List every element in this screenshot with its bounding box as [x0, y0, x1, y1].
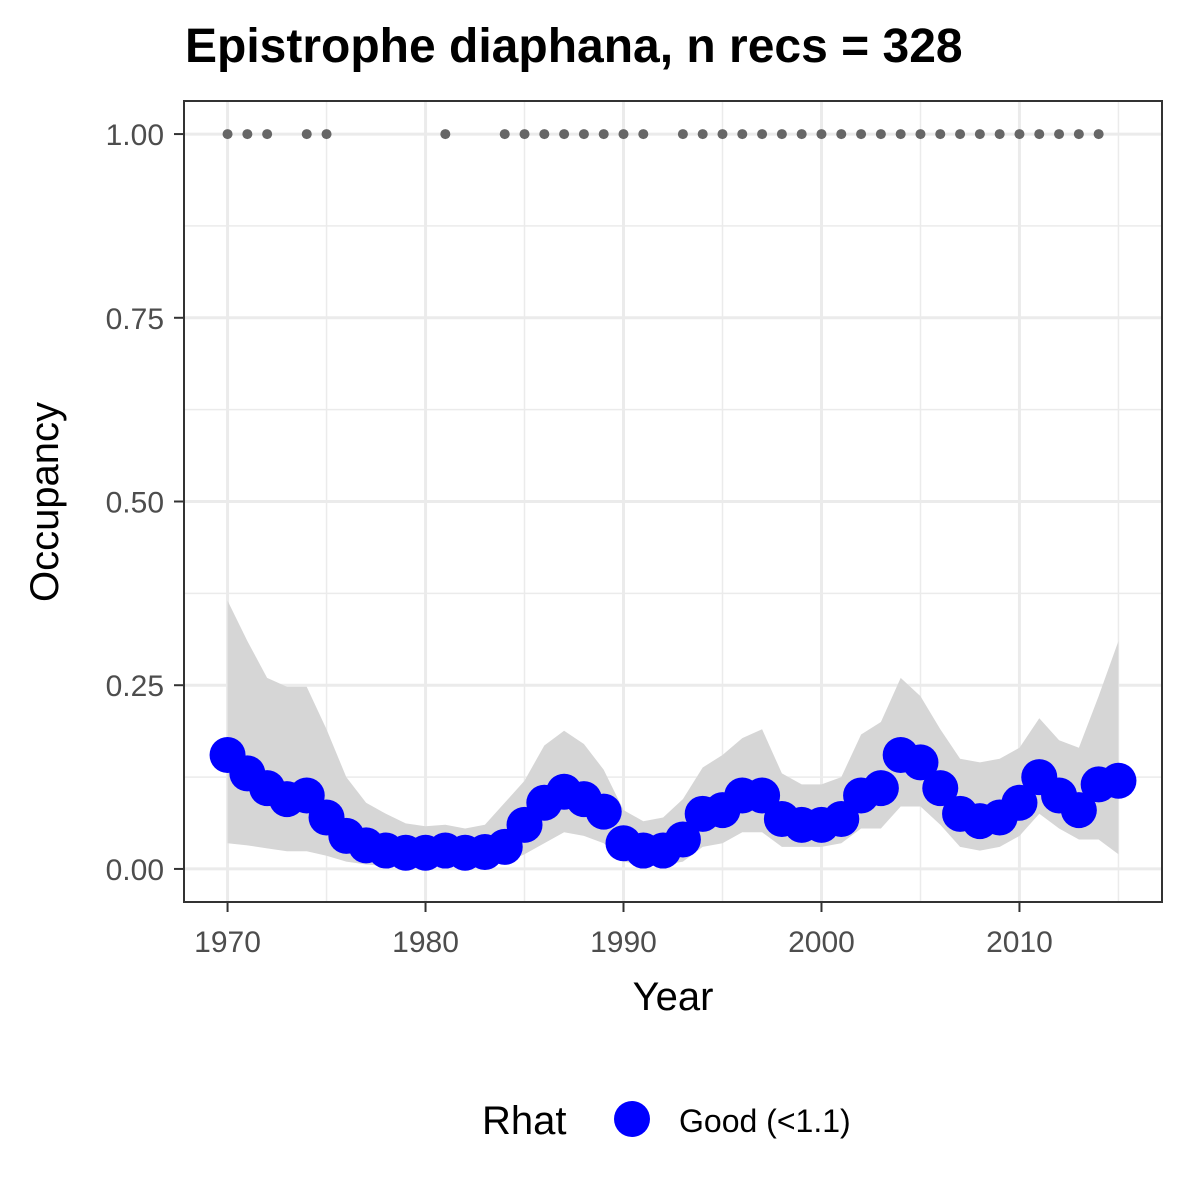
legend: Rhat Good (<1.1): [482, 1099, 851, 1143]
legend-key-good: [614, 1101, 650, 1137]
record-point: [1014, 129, 1025, 140]
record-point: [677, 129, 688, 140]
record-point: [1073, 129, 1084, 140]
record-point: [796, 129, 807, 140]
occupancy-points: [209, 737, 1137, 871]
record-point: [757, 129, 768, 140]
x-tick-label: 1990: [590, 926, 657, 959]
occupancy-point: [1100, 762, 1137, 799]
record-point: [519, 129, 530, 140]
record-point: [994, 129, 1005, 140]
record-point: [717, 129, 728, 140]
record-point: [578, 129, 589, 140]
record-point: [262, 129, 273, 140]
record-point: [618, 129, 629, 140]
record-point: [836, 129, 847, 140]
record-point: [499, 129, 510, 140]
record-point: [222, 129, 233, 140]
y-tick-label: 0.50: [106, 487, 164, 520]
record-point: [321, 129, 332, 140]
record-point: [1054, 129, 1065, 140]
occupancy-point: [922, 770, 959, 807]
occupancy-point: [862, 770, 899, 807]
record-point: [301, 129, 312, 140]
record-point: [974, 129, 985, 140]
record-point: [242, 129, 253, 140]
record-point: [935, 129, 946, 140]
axes: 1970 1980 1990 2000 2010 0.00 0.25 0.50 0.75 1.00: [106, 119, 1053, 959]
y-tick-label: 0.75: [106, 303, 164, 336]
occupancy-point: [902, 744, 939, 781]
y-tick-label: 0.25: [106, 670, 164, 703]
record-point: [955, 129, 966, 140]
record-point: [638, 129, 649, 140]
occupancy-point: [744, 777, 781, 814]
record-point: [776, 129, 787, 140]
record-point: [895, 129, 906, 140]
chart-title: Epistrophe diaphana, n recs = 328: [185, 20, 963, 73]
record-point: [697, 129, 708, 140]
occupancy-point: [1060, 792, 1097, 829]
x-tick-label: 1970: [194, 926, 261, 959]
occupancy-point: [823, 800, 860, 837]
record-point: [1093, 129, 1104, 140]
record-points: [222, 129, 1104, 140]
y-tick-label: 1.00: [106, 119, 164, 152]
record-point: [1034, 129, 1045, 140]
record-point: [737, 129, 748, 140]
y-tick-label: 0.00: [106, 854, 164, 887]
occupancy-point: [664, 821, 701, 858]
y-axis-title: Occupancy: [23, 402, 67, 602]
x-axis-title: Year: [633, 975, 714, 1019]
record-point: [816, 129, 827, 140]
record-point: [559, 129, 570, 140]
x-tick-label: 1980: [392, 926, 459, 959]
x-tick-label: 2010: [986, 926, 1053, 959]
legend-label-good: Good (<1.1): [679, 1103, 851, 1139]
x-tick-label: 2000: [788, 926, 855, 959]
record-point: [598, 129, 609, 140]
record-point: [856, 129, 867, 140]
occupancy-point: [1001, 784, 1038, 821]
record-point: [875, 129, 886, 140]
legend-title: Rhat: [482, 1099, 567, 1143]
record-point: [915, 129, 926, 140]
occupancy-point: [585, 793, 622, 830]
record-point: [539, 129, 550, 140]
record-point: [440, 129, 451, 140]
credible-interval-ribbon-layer: [227, 600, 1119, 866]
credible-interval-ribbon: [227, 600, 1119, 866]
